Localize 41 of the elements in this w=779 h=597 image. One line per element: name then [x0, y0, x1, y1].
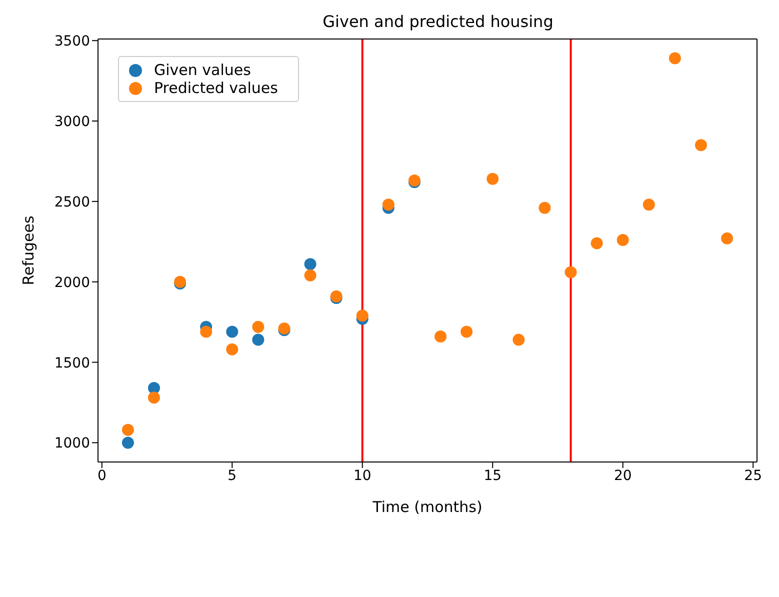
- point: [434, 330, 447, 343]
- point: [304, 269, 316, 282]
- point: [590, 237, 603, 250]
- y-tick-label: 1500: [54, 355, 90, 372]
- x-tick-label: 20: [614, 468, 632, 484]
- point: [564, 266, 577, 278]
- chart-title: Given and predicted housing: [322, 12, 554, 31]
- y-tick-label: 3000: [54, 114, 90, 130]
- point: [356, 310, 368, 322]
- point: [382, 198, 394, 211]
- point: [460, 326, 473, 338]
- y-tick-label: 2500: [54, 194, 90, 210]
- x-axis-title: Time (months): [372, 498, 482, 516]
- x-tick-label: 10: [353, 468, 372, 484]
- x-tick-label: 5: [228, 468, 237, 484]
- point: [226, 343, 238, 356]
- point: [304, 258, 316, 270]
- point: [200, 326, 212, 338]
- y-tick-label: 1000: [54, 436, 90, 452]
- point: [486, 172, 499, 185]
- point: [252, 334, 264, 346]
- point: [668, 52, 681, 64]
- point: [695, 139, 707, 152]
- point: [512, 334, 525, 346]
- point: [122, 436, 134, 449]
- x-tick-label: 15: [484, 468, 502, 484]
- legend-label: Predicted values: [154, 79, 278, 97]
- point: [226, 326, 238, 338]
- point: [642, 198, 655, 211]
- y-axis-title: Refugees: [19, 216, 38, 286]
- y-tick-label: 2000: [54, 274, 90, 291]
- y-tick-label: 3500: [54, 34, 90, 50]
- point: [252, 320, 264, 333]
- x-tick-label: 0: [97, 468, 106, 484]
- x-tick-label: 25: [744, 468, 762, 484]
- point: [148, 392, 160, 404]
- legend-label: Given values: [154, 61, 251, 79]
- point: [616, 234, 629, 246]
- point: [538, 202, 551, 214]
- point: [122, 424, 134, 436]
- point: [721, 232, 734, 244]
